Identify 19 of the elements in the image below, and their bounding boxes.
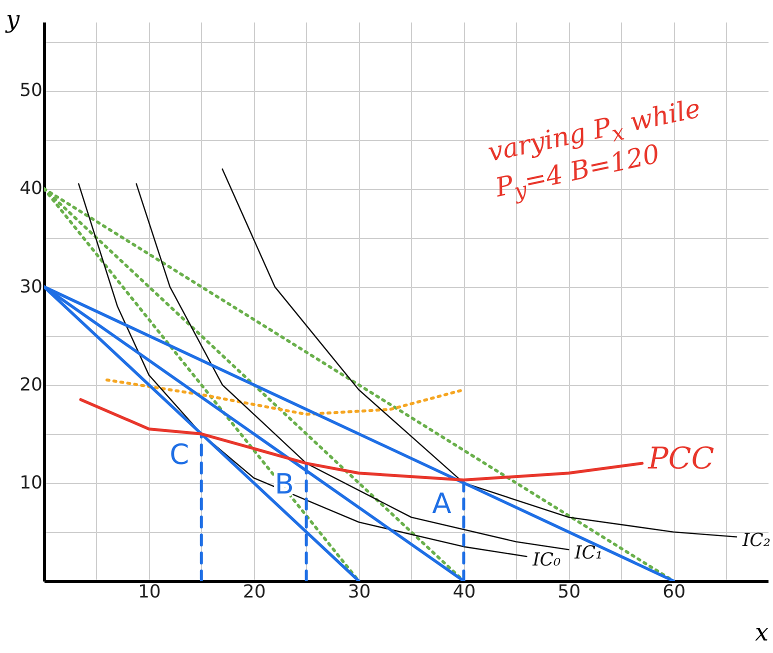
x-tick-label: 50 (558, 582, 581, 602)
y-tick-label: 30 (20, 276, 42, 298)
y-tick-label: 10 (20, 472, 42, 494)
series-label: IC₁ (574, 542, 603, 564)
annotation: C (170, 438, 190, 471)
y-axis-title: y (4, 6, 20, 34)
x-tick-label: 20 (242, 582, 266, 602)
series-label: IC₂ (742, 530, 771, 551)
x-tick-label: 60 (662, 582, 686, 602)
y-tick-label: 50 (20, 80, 42, 102)
annotation: A (432, 486, 452, 520)
x-tick-label: 40 (452, 582, 476, 602)
series-label: PCC (647, 441, 714, 476)
x-axis-title: x (754, 618, 769, 646)
x-tick-label: 30 (348, 582, 371, 602)
x-tick-label: 10 (138, 582, 161, 602)
y-tick-label: 20 (20, 374, 42, 396)
series-label: IC₀ (532, 549, 561, 570)
y-tick-label: 40 (20, 178, 42, 200)
